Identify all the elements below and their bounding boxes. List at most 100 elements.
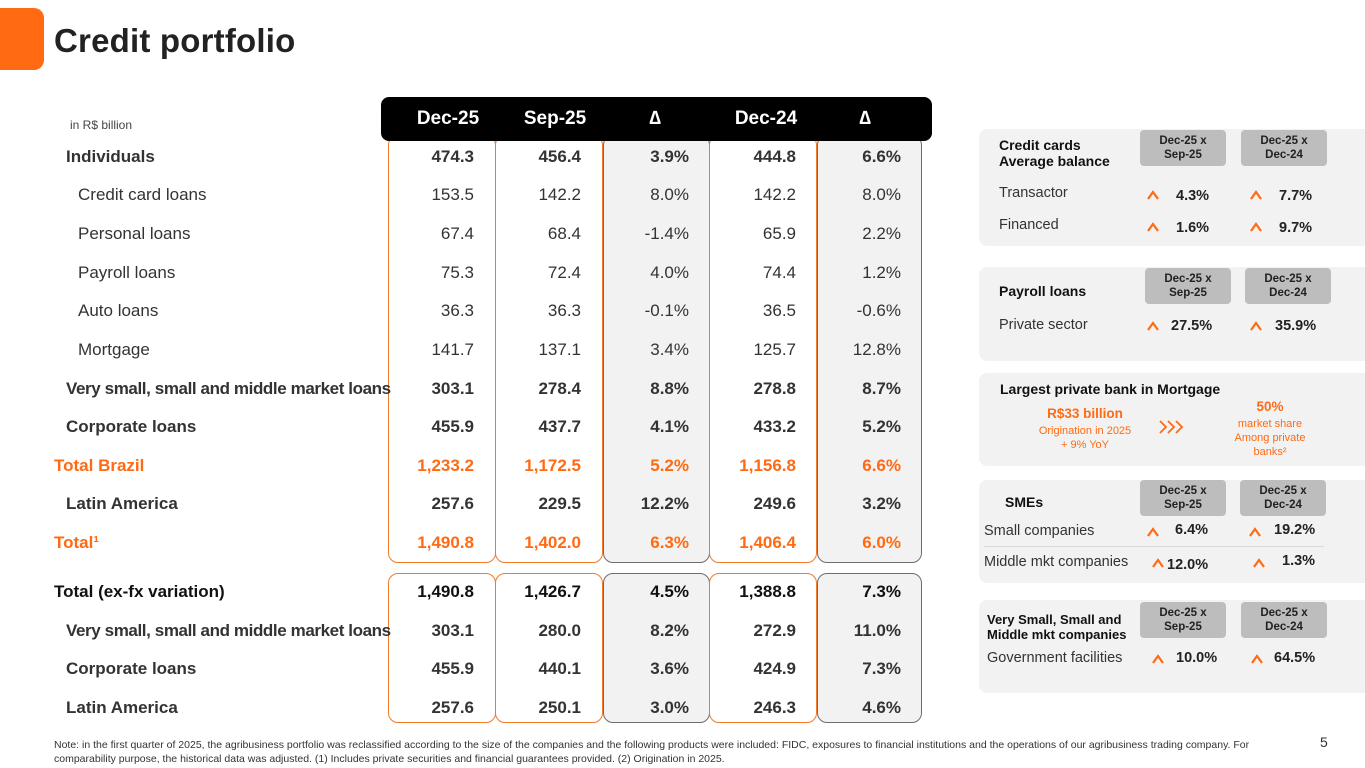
cell-dec24: 1,388.8 [739,582,796,601]
cell-sep25: 229.5 [538,494,581,513]
cell-dec25: 303.1 [431,379,474,398]
cell-delta1: 4.5% [650,582,689,601]
cell-delta2: 5.2% [862,417,901,436]
cell-dec24: 272.9 [753,621,796,640]
row-label: Auto loans [78,301,159,320]
col-header-sep25: Sep-25 [523,108,587,129]
cell-dec25: 36.3 [440,301,474,320]
cell-delta2: 6.6% [862,147,901,166]
mortgage-origination-value: R$33 billion [1047,406,1123,421]
middle-mkt-companies-label: Middle mkt companies [984,554,1129,570]
transactor-sep25-pct: 4.3% [1176,188,1210,204]
col-header-delta2: ∆ [859,108,871,129]
col-header-dec24: Dec-24 [734,108,798,129]
financed-label: Financed [999,217,1059,233]
unit-note: in R$ billion [70,118,133,132]
cell-delta2: 8.7% [862,379,901,398]
cell-delta1: 4.0% [650,263,689,282]
up-arrow-icon [1147,526,1159,538]
mortgage-share-value: 50% [1256,399,1284,414]
cell-dec25: 474.3 [431,147,474,166]
up-arrow-icon [1250,320,1262,332]
cell-sep25: 1,402.0 [524,533,581,552]
cell-delta1: 4.1% [650,417,689,436]
up-arrow-icon [1251,653,1263,665]
government-facilities-label: Government facilities [987,650,1123,666]
cell-sep25: 137.1 [538,340,581,359]
cell-sep25: 250.1 [538,698,581,717]
cell-delta1: -1.4% [644,224,689,243]
up-arrow-icon [1152,557,1164,569]
page-title: Credit portfolio [54,22,296,59]
cell-dec24: 125.7 [753,340,796,359]
financed-sep25-pct: 1.6% [1176,220,1210,236]
table-row: Personal loans 67.4 68.4 -1.4% 65.9 2.2% [0,215,930,253]
cell-sep25: 36.3 [547,301,581,320]
cell-sep25: 456.4 [538,147,581,166]
cell-dec24: 246.3 [753,698,796,717]
small-companies-dec24-pct: 19.2% [1274,522,1316,538]
chevrons-right-icon [1158,418,1188,441]
up-arrow-icon [1249,526,1261,538]
cell-dec24: 444.8 [753,147,796,166]
col-header-delta1: ∆ [649,108,661,129]
cell-dec24: 249.6 [753,494,796,513]
cell-delta2: 11.0% [853,621,901,640]
compare-pill-dec24: Dec-25 x Dec-24 [1245,268,1331,304]
vsm-title: Very Small, Small and Middle mkt companie… [987,612,1127,642]
cell-sep25: 142.2 [538,185,581,204]
fx-box-delta1 [603,573,710,723]
table-row: Latin America 257.6 229.5 12.2% 249.6 3.… [0,485,930,523]
compare-pill-dec24: Dec-25 x Dec-24 [1240,480,1326,516]
page-number: 5 [1320,734,1328,750]
table-row-total-brazil: Total Brazil 1,233.2 1,172.5 5.2% 1,156.… [0,447,930,485]
cell-sep25: 280.0 [538,621,581,640]
col-box-delta2 [817,135,922,563]
row-label: Total Brazil [54,456,145,475]
table-row: Individuals 474.3 456.4 3.9% 444.8 6.6% [0,138,930,176]
private-sector-label: Private sector [999,317,1088,333]
cell-dec25: 455.9 [431,417,474,436]
cell-delta2: 7.3% [862,582,901,601]
small-companies-label: Small companies [984,523,1095,539]
cell-dec25: 455.9 [431,659,474,678]
cell-sep25: 72.4 [547,263,581,282]
cell-delta2: 6.6% [862,456,901,475]
cell-delta2: 8.0% [862,185,901,204]
payroll-title: Payroll loans [999,283,1087,299]
financed-dec24-pct: 9.7% [1279,220,1313,236]
cell-sep25: 440.1 [538,659,581,678]
table-row: Corporate loans 455.9 440.1 3.6% 424.9 7… [0,650,930,688]
cell-sep25: 1,426.7 [524,582,581,601]
mortgage-share-caption: market share Among private banks² [1234,418,1306,458]
table-row: Very small, small and middle market loan… [0,612,930,650]
cell-dec24: 424.9 [753,659,796,678]
transactor-label: Transactor [999,185,1068,201]
cell-dec25: 1,490.8 [417,582,474,601]
up-arrow-icon [1147,189,1159,201]
row-label: Total¹ [54,533,100,552]
small-companies-sep25-pct: 6.4% [1175,522,1209,538]
mortgage-origination-caption: Origination in 2025 + 9% YoY [1038,425,1132,451]
cell-delta2: 3.2% [862,494,901,513]
fx-box-dec24 [709,573,817,723]
col-box-delta1 [603,135,710,563]
compare-pill-dec24: Dec-25 x Dec-24 [1241,130,1327,166]
up-arrow-icon [1152,653,1164,665]
table-row: Mortgage 141.7 137.1 3.4% 125.7 12.8% [0,331,930,369]
cell-dec25: 257.6 [431,698,474,717]
cell-delta1: 3.9% [650,147,689,166]
compare-pill-sep25: Dec-25 x Sep-25 [1140,130,1226,166]
cell-dec25: 1,233.2 [417,456,474,475]
row-label: Mortgage [78,340,150,359]
cell-delta2: 4.6% [862,698,901,717]
cell-delta1: 8.8% [650,379,689,398]
up-arrow-icon [1253,557,1265,569]
credit-cards-title: Credit cards Average balance [999,137,1110,169]
government-facilities-sep25-pct: 10.0% [1176,650,1218,666]
cell-dec25: 257.6 [431,494,474,513]
cell-dec25: 153.5 [431,185,474,204]
middle-mkt-dec24-pct: 1.3% [1282,553,1316,569]
cell-delta1: 6.3% [650,533,689,552]
up-arrow-icon [1250,221,1262,233]
